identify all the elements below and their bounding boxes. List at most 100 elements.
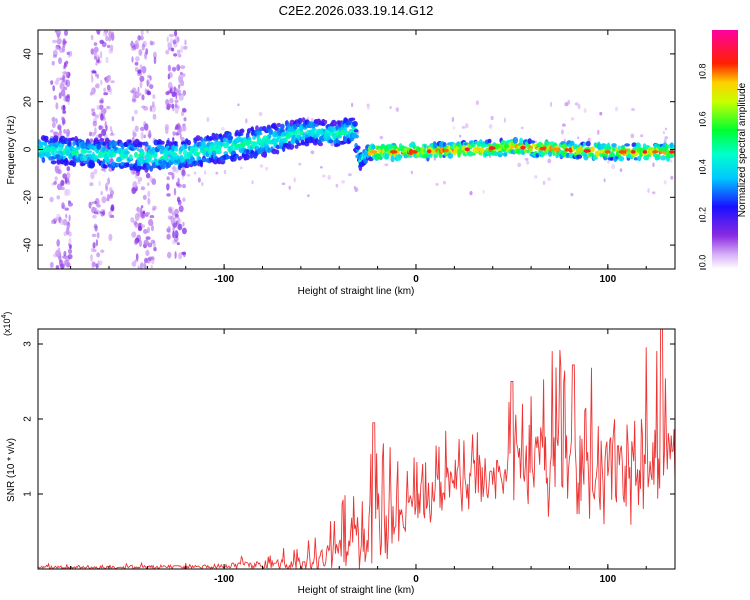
ridge-cell [595,150,600,157]
noise-cell [172,227,175,232]
ridge-cell [238,155,244,160]
noise-cell [90,171,95,180]
x-tick-label: -100 [214,274,234,285]
ridge-cell [114,146,118,151]
noise-cell [177,223,183,231]
noise-cell [143,229,148,234]
noise-cell [174,106,179,114]
noise-cell [96,204,101,208]
noise-cell [132,181,138,189]
noise-cell [488,123,493,129]
noise-cell [603,178,606,183]
ridge-cell [526,149,530,154]
noise-cell [597,129,600,135]
noise-cell [150,239,156,244]
noise-cell [137,176,143,182]
ridge-cell [503,152,508,157]
ridge-cell [280,123,285,130]
ridge-cell [149,165,154,172]
noise-cell [100,113,104,121]
noise-cell [61,45,66,53]
ridge-cell [585,140,591,147]
noise-cell [55,102,59,110]
noise-cell [151,178,157,186]
noise-cell [435,183,439,186]
noise-cell [92,214,97,219]
noise-cell [145,172,151,179]
noise-cell [138,92,142,96]
noise-cell [52,253,58,258]
noise-cell [104,30,108,36]
ridge-cell [618,156,625,162]
noise-cell [171,103,174,109]
ridge-cell [207,147,212,155]
noise-cell [258,112,263,116]
ridge-cell [371,144,376,150]
noise-cell [167,42,172,49]
ridge-cell [237,132,244,136]
noise-cell [94,198,100,206]
noise-cell [64,79,68,86]
noise-cell [178,83,181,90]
noise-cell [153,56,157,65]
noise-cell [144,51,148,60]
x-tick-label: 100 [600,274,617,285]
noise-cell [153,51,157,59]
ridge-cell [53,135,59,143]
noise-cell [482,189,485,194]
noise-cell [564,102,569,107]
ridge-cell [611,143,617,148]
noise-cell [664,136,668,140]
noise-cell [108,48,114,54]
ridge-cell [397,154,403,159]
ridge-cell [236,138,241,143]
ridge-cell [660,155,667,161]
noise-cell [90,132,96,137]
noise-cell [451,117,455,122]
noise-cell [293,177,296,183]
ridge-cell [88,162,95,169]
noise-cell [517,162,522,168]
noise-cell [143,262,146,269]
noise-cell [134,222,139,228]
ridge-cell [263,152,267,158]
noise-cell [194,171,197,175]
noise-cell [174,30,178,37]
noise-cell [174,251,177,259]
noise-cell [186,174,191,177]
noise-cell [62,104,66,111]
noise-cell [149,176,153,183]
ridge-cell [283,137,288,144]
noise-cell [147,197,151,205]
noise-cell [265,166,268,171]
noise-cell [182,197,186,202]
noise-cell [443,180,446,185]
noise-cell [206,117,210,122]
ridge-cell [497,151,503,155]
ridge-cell [138,141,143,146]
noise-cell [134,213,140,221]
noise-cell [142,210,146,214]
noise-cell [93,56,97,60]
noise-cell [663,180,667,185]
ridge-cell [111,140,118,147]
noise-cell [166,193,171,197]
noise-cell [61,71,68,75]
noise-cell [62,173,67,179]
noise-cell [180,111,185,117]
noise-cell [461,125,466,129]
noise-cell [99,104,104,110]
noise-cell [167,171,173,176]
noise-cell [131,56,134,63]
ridge-cell [174,142,178,147]
noise-cell [167,103,172,109]
noise-cell [570,192,574,197]
noise-cell [152,94,156,100]
noise-cell [180,79,185,87]
noise-cell [93,168,98,175]
noise-cell [150,256,155,261]
ridge-cell [314,128,318,134]
ridge-peak-cell [443,148,449,153]
noise-cell [106,88,112,93]
noise-cell [611,163,616,170]
